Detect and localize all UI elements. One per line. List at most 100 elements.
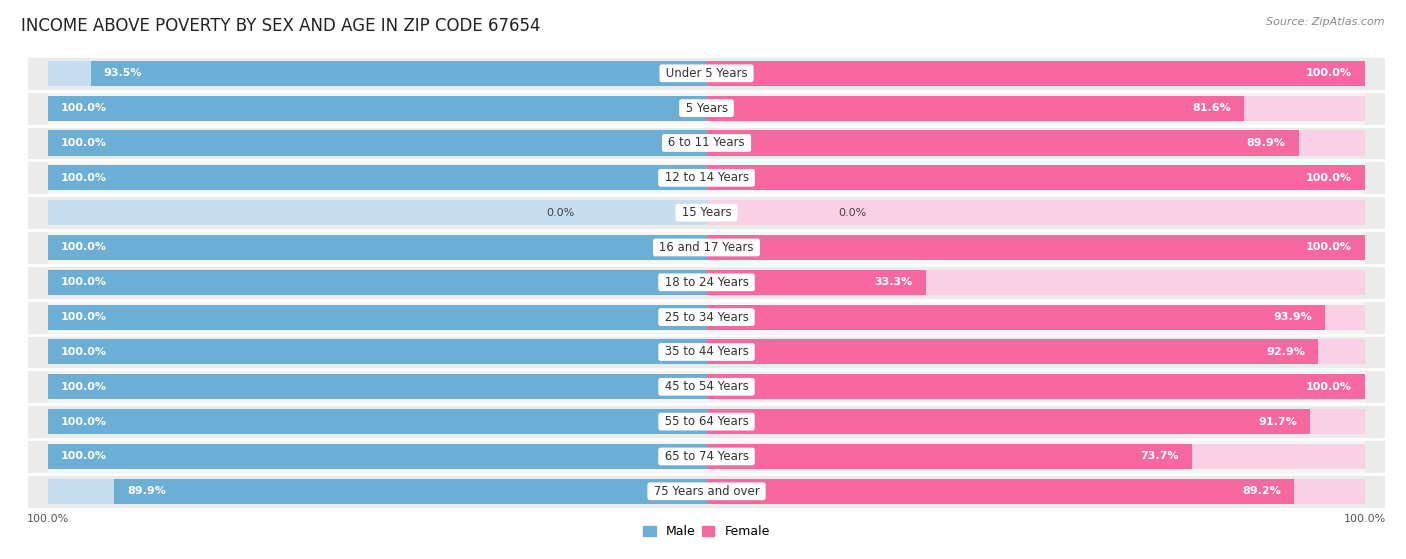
Bar [48,96,707,121]
Bar [48,404,1365,439]
Bar [48,439,1365,474]
Bar [48,160,1365,195]
Bar [707,270,1365,295]
Bar [48,126,1365,160]
Bar [48,305,707,330]
Bar [707,61,1365,86]
Bar [707,409,1310,434]
Text: 100.0%: 100.0% [60,382,107,392]
Bar [48,409,707,434]
Bar [91,61,707,86]
Text: 65 to 74 Years: 65 to 74 Years [661,450,752,463]
Bar [48,374,707,399]
Bar [707,96,1244,121]
Bar [48,61,707,86]
Bar [707,200,1365,225]
Bar [48,374,707,399]
Text: 93.9%: 93.9% [1272,312,1312,322]
Bar [707,270,925,295]
Text: 100.0%: 100.0% [60,173,107,183]
Text: 45 to 54 Years: 45 to 54 Years [661,380,752,394]
Text: 18 to 24 Years: 18 to 24 Years [661,276,752,289]
Bar [48,235,707,260]
Text: 6 to 11 Years: 6 to 11 Years [664,136,749,149]
Bar [48,195,1365,230]
Bar [707,374,1365,399]
Text: 25 to 34 Years: 25 to 34 Years [661,311,752,324]
Bar [48,369,1365,404]
Bar [48,96,707,121]
Bar [48,200,707,225]
Text: 12 to 14 Years: 12 to 14 Years [661,171,752,184]
Bar [48,305,707,330]
Bar [707,444,1365,469]
Bar [48,444,707,469]
Text: 75 Years and over: 75 Years and over [650,485,763,498]
Text: 16 and 17 Years: 16 and 17 Years [655,241,758,254]
Text: 33.3%: 33.3% [875,277,912,287]
Text: 100.0%: 100.0% [60,243,107,253]
Text: 100.0%: 100.0% [60,347,107,357]
Bar [707,305,1324,330]
Text: 92.9%: 92.9% [1267,347,1305,357]
Bar [48,265,1365,300]
Text: 91.7%: 91.7% [1258,416,1298,427]
Legend: Male, Female: Male, Female [638,520,775,543]
Text: 93.5%: 93.5% [104,68,142,78]
Bar [48,479,707,504]
Bar [707,61,1365,86]
Text: 89.9%: 89.9% [128,486,166,496]
Bar [48,56,1365,91]
Bar [48,339,707,364]
Bar [707,409,1365,434]
Text: 81.6%: 81.6% [1192,103,1230,113]
Text: 89.2%: 89.2% [1241,486,1281,496]
Text: INCOME ABOVE POVERTY BY SEX AND AGE IN ZIP CODE 67654: INCOME ABOVE POVERTY BY SEX AND AGE IN Z… [21,17,540,35]
Text: 73.7%: 73.7% [1140,452,1178,461]
Bar [48,339,707,364]
Text: 89.9%: 89.9% [1247,138,1285,148]
Text: 100.0%: 100.0% [1306,68,1353,78]
Bar [707,374,1365,399]
Bar [707,479,1294,504]
Text: 100.0%: 100.0% [1306,173,1353,183]
Bar [707,305,1365,330]
Text: 5 Years: 5 Years [682,102,731,115]
Bar [48,334,1365,369]
Bar [48,165,707,191]
Bar [707,130,1299,155]
Bar [48,91,1365,126]
Text: 100.0%: 100.0% [1306,382,1353,392]
Text: 100.0%: 100.0% [60,452,107,461]
Text: 100.0%: 100.0% [60,103,107,113]
Text: 35 to 44 Years: 35 to 44 Years [661,345,752,358]
Bar [707,165,1365,191]
Text: 15 Years: 15 Years [678,206,735,219]
Bar [48,235,707,260]
Bar [707,165,1365,191]
Text: 0.0%: 0.0% [547,207,575,217]
Text: Under 5 Years: Under 5 Years [662,67,751,80]
Bar [707,96,1365,121]
Bar [48,444,707,469]
Bar [48,474,1365,509]
Bar [114,479,707,504]
Bar [48,300,1365,334]
Text: 100.0%: 100.0% [60,277,107,287]
Bar [48,270,707,295]
Bar [707,235,1365,260]
Text: 100.0%: 100.0% [60,138,107,148]
Bar [48,230,1365,265]
Text: 100.0%: 100.0% [60,416,107,427]
Bar [707,235,1365,260]
Bar [707,339,1365,364]
Bar [48,130,707,155]
Bar [48,165,707,191]
Text: 55 to 64 Years: 55 to 64 Years [661,415,752,428]
Bar [707,444,1192,469]
Bar [48,130,707,155]
Text: 100.0%: 100.0% [1306,243,1353,253]
Text: 100.0%: 100.0% [60,312,107,322]
Bar [48,409,707,434]
Text: Source: ZipAtlas.com: Source: ZipAtlas.com [1267,17,1385,27]
